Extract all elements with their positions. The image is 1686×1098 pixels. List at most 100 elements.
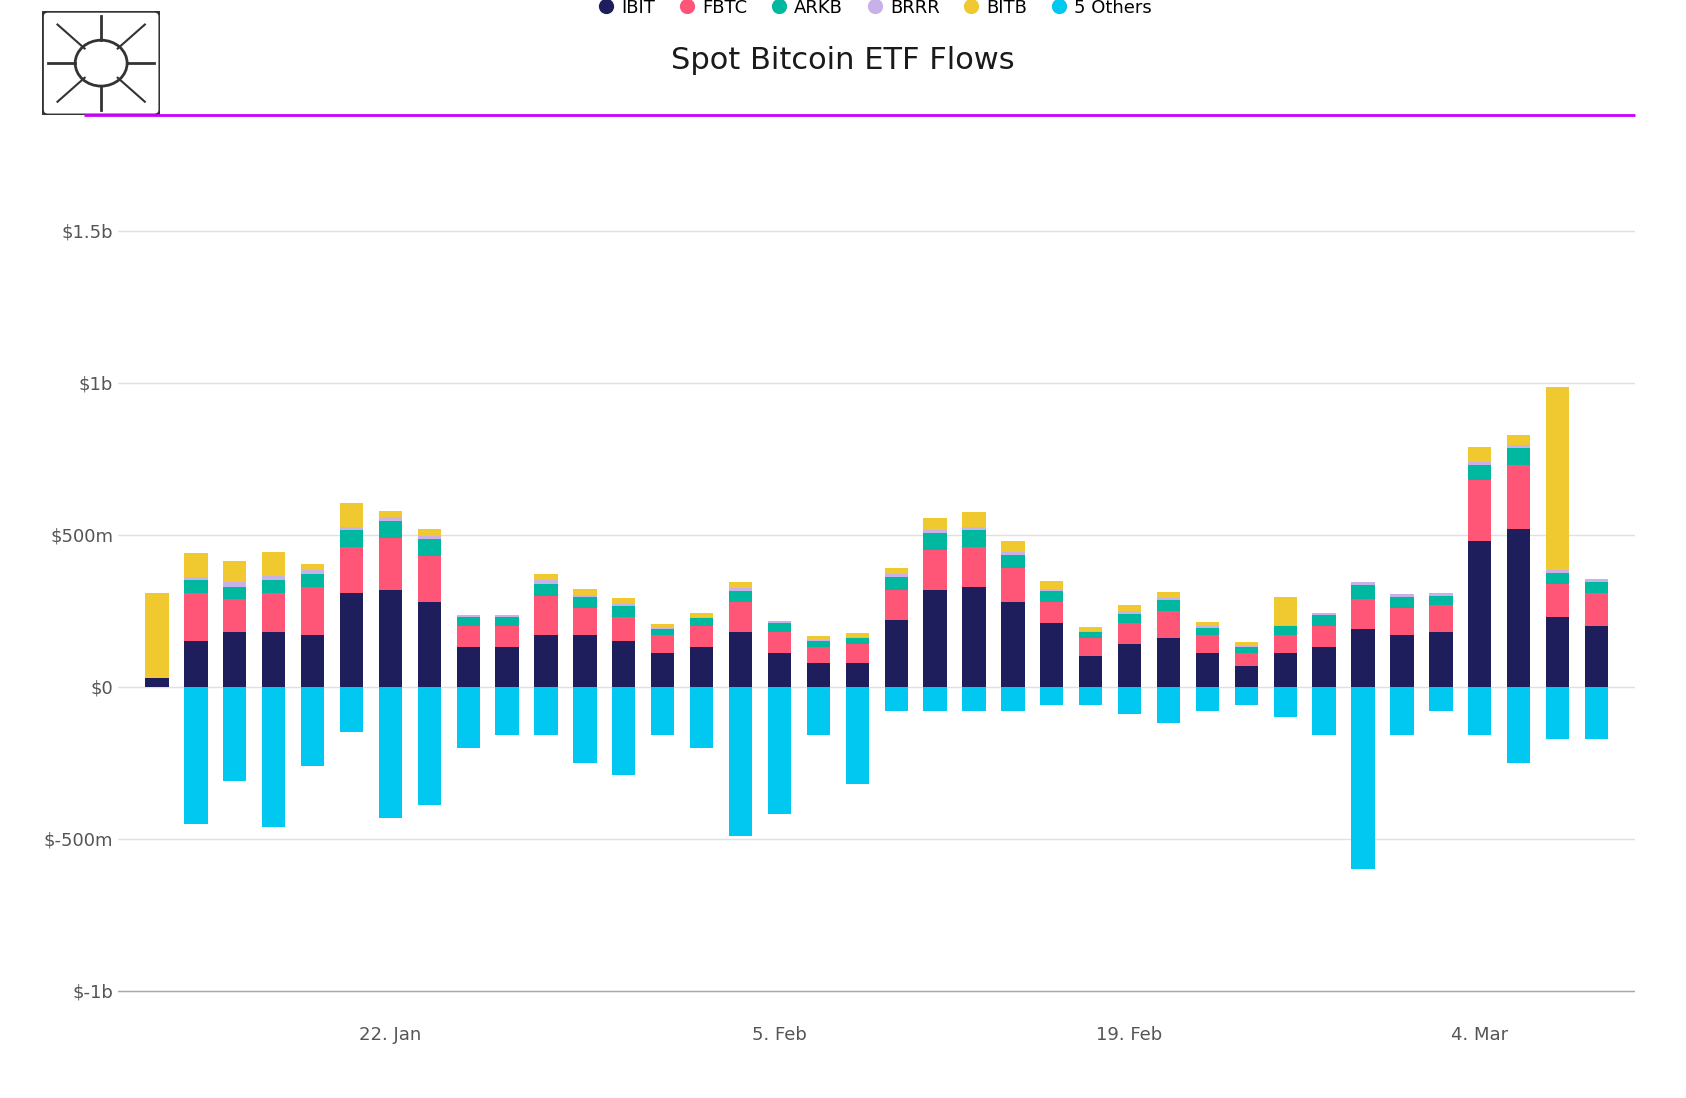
Bar	[1585, 626, 1608, 687]
Bar	[1273, 635, 1297, 653]
Bar	[261, 593, 285, 632]
Bar	[1118, 645, 1141, 687]
Bar	[379, 590, 401, 687]
Bar	[1312, 687, 1335, 736]
Bar	[418, 557, 442, 602]
Bar	[379, 522, 401, 538]
Bar	[1001, 551, 1025, 554]
Bar	[1157, 601, 1180, 610]
Bar	[846, 634, 868, 637]
Bar	[885, 687, 907, 712]
Bar	[924, 590, 948, 687]
Bar	[846, 637, 868, 638]
Bar	[924, 518, 948, 530]
Bar	[418, 529, 442, 537]
Bar	[1195, 635, 1219, 653]
Bar	[767, 653, 791, 687]
Bar	[1001, 602, 1025, 687]
Bar	[145, 677, 169, 687]
Bar	[223, 582, 246, 586]
Bar	[1234, 648, 1258, 653]
Bar	[1234, 653, 1258, 665]
Bar	[806, 687, 830, 736]
Bar	[1273, 625, 1297, 626]
Bar	[1118, 605, 1141, 612]
Bar	[457, 617, 481, 626]
Bar	[924, 534, 948, 550]
Bar	[573, 589, 597, 595]
Bar	[1546, 570, 1570, 573]
Bar	[184, 581, 207, 593]
Bar	[1585, 582, 1608, 593]
Bar	[767, 632, 791, 653]
Bar	[612, 604, 636, 606]
Bar	[1040, 589, 1064, 591]
Bar	[1546, 687, 1570, 739]
Bar	[184, 578, 207, 581]
Bar	[1430, 687, 1453, 712]
Bar	[379, 517, 401, 522]
Bar	[1469, 447, 1492, 462]
Bar	[223, 598, 246, 632]
Bar	[184, 641, 207, 687]
Bar	[885, 569, 907, 574]
Bar	[1001, 554, 1025, 569]
Bar	[651, 628, 674, 629]
Bar	[806, 640, 830, 641]
Bar	[223, 632, 246, 687]
Bar	[379, 511, 401, 517]
Bar	[341, 530, 362, 547]
Bar	[145, 593, 169, 677]
Bar	[1430, 593, 1453, 595]
Bar	[1507, 529, 1531, 687]
Bar	[573, 595, 597, 597]
Bar	[1118, 612, 1141, 614]
Bar	[963, 687, 986, 712]
Bar	[457, 648, 481, 687]
Bar	[963, 527, 986, 530]
Bar	[1507, 435, 1531, 445]
Bar	[418, 537, 442, 539]
Bar	[223, 687, 246, 781]
Bar	[1157, 610, 1180, 638]
Bar	[846, 662, 868, 687]
Bar	[341, 547, 362, 593]
Bar	[534, 635, 558, 687]
Bar	[963, 512, 986, 527]
Bar	[1195, 626, 1219, 628]
Bar	[496, 617, 519, 626]
Bar	[1312, 648, 1335, 687]
Bar	[1040, 581, 1064, 589]
Bar	[496, 626, 519, 648]
Bar	[690, 626, 713, 648]
Bar	[300, 687, 324, 766]
Bar	[885, 578, 907, 590]
Bar	[690, 617, 713, 618]
Bar	[1040, 591, 1064, 602]
Bar	[341, 527, 362, 530]
Bar	[806, 648, 830, 662]
Bar	[728, 582, 752, 589]
Bar	[1001, 541, 1025, 551]
Bar	[1040, 687, 1064, 705]
Bar	[963, 530, 986, 547]
Bar	[261, 632, 285, 687]
Bar	[767, 687, 791, 815]
Bar	[1118, 623, 1141, 645]
Bar	[885, 590, 907, 620]
Bar	[457, 615, 481, 617]
Bar	[1079, 687, 1103, 705]
Bar	[184, 687, 207, 824]
Bar	[300, 570, 324, 574]
Bar	[1469, 480, 1492, 541]
Bar	[261, 576, 285, 581]
Bar	[418, 539, 442, 557]
Bar	[767, 620, 791, 623]
Bar	[1430, 605, 1453, 632]
Bar	[806, 641, 830, 648]
Bar	[651, 624, 674, 628]
Bar	[1234, 646, 1258, 648]
Bar	[1234, 642, 1258, 646]
Bar	[573, 635, 597, 687]
Bar	[690, 614, 713, 617]
